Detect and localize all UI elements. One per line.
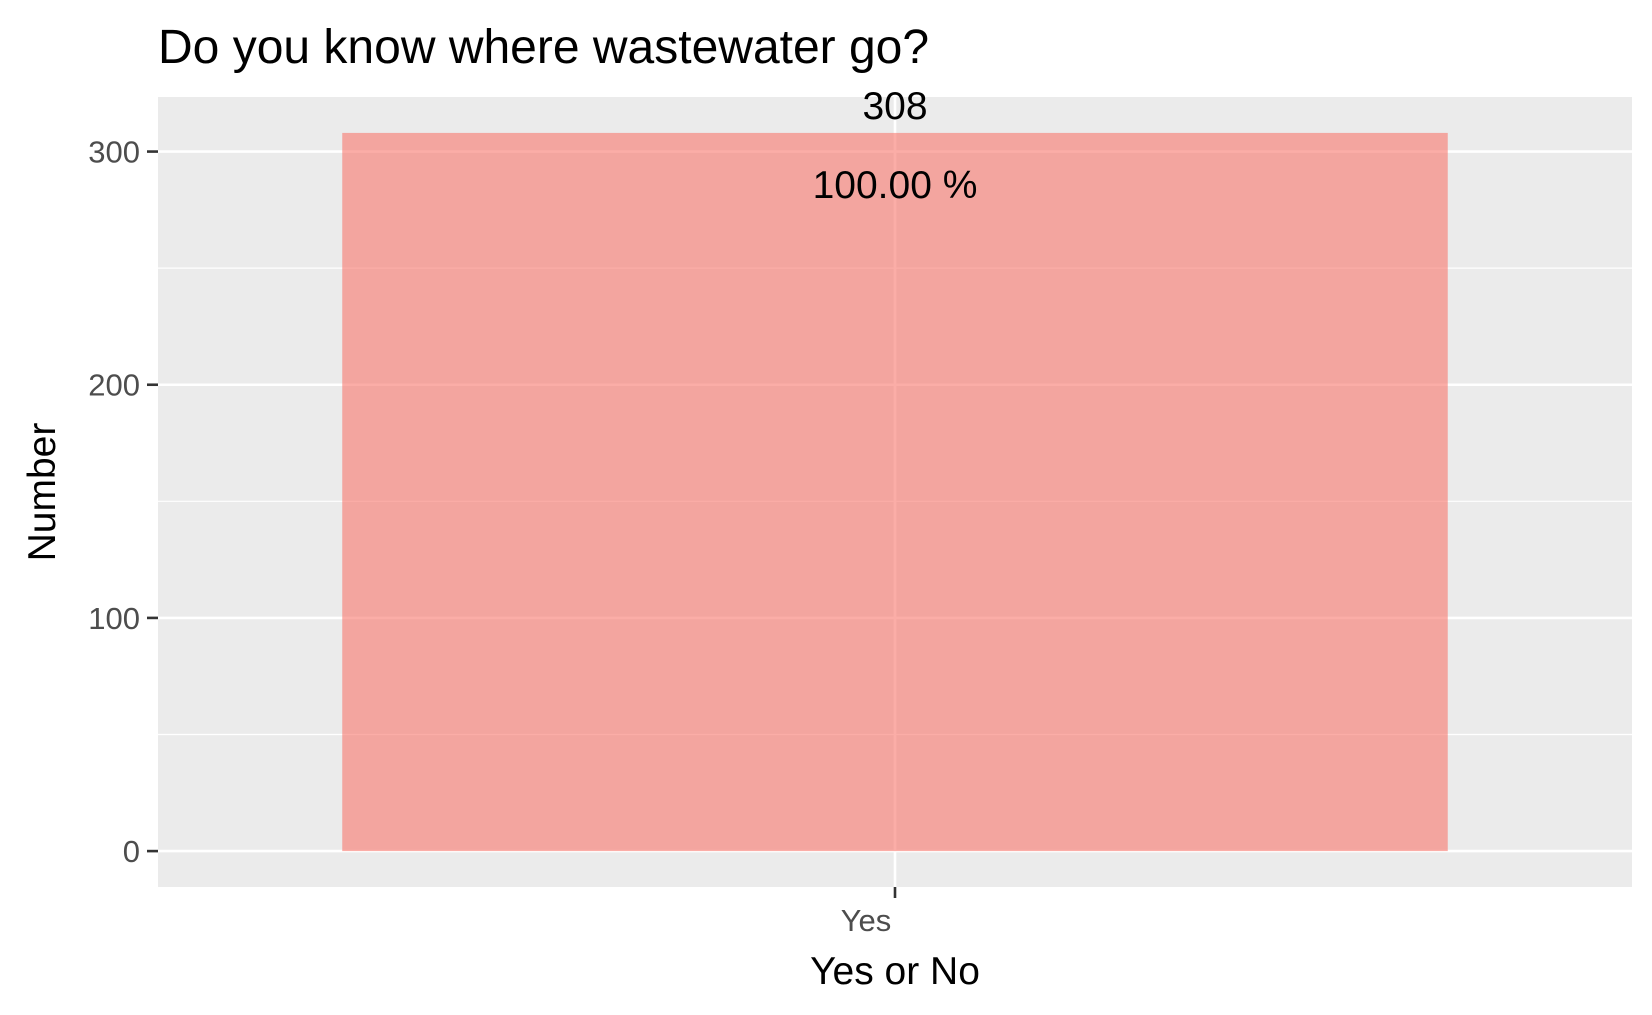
y-axis: 0 100 200 300 bbox=[88, 135, 158, 869]
percent-label: 100.00 % bbox=[813, 164, 978, 207]
y-tick-label: 200 bbox=[88, 368, 140, 403]
x-axis: Yes bbox=[841, 887, 897, 938]
chart-title: Do you know where wastewater go? bbox=[158, 21, 929, 74]
y-tick-label: 0 bbox=[123, 834, 140, 869]
x-tick-label: Yes bbox=[841, 903, 892, 938]
bar-yes bbox=[342, 132, 1448, 852]
y-tick-label: 100 bbox=[88, 601, 140, 636]
y-axis-title: Number bbox=[21, 423, 64, 562]
bars bbox=[342, 132, 1448, 852]
count-label: 308 bbox=[862, 85, 927, 128]
x-axis-title: Yes or No bbox=[810, 950, 980, 993]
y-tick-label: 300 bbox=[88, 135, 140, 170]
data-labels: 308 100.00 % bbox=[813, 85, 978, 207]
